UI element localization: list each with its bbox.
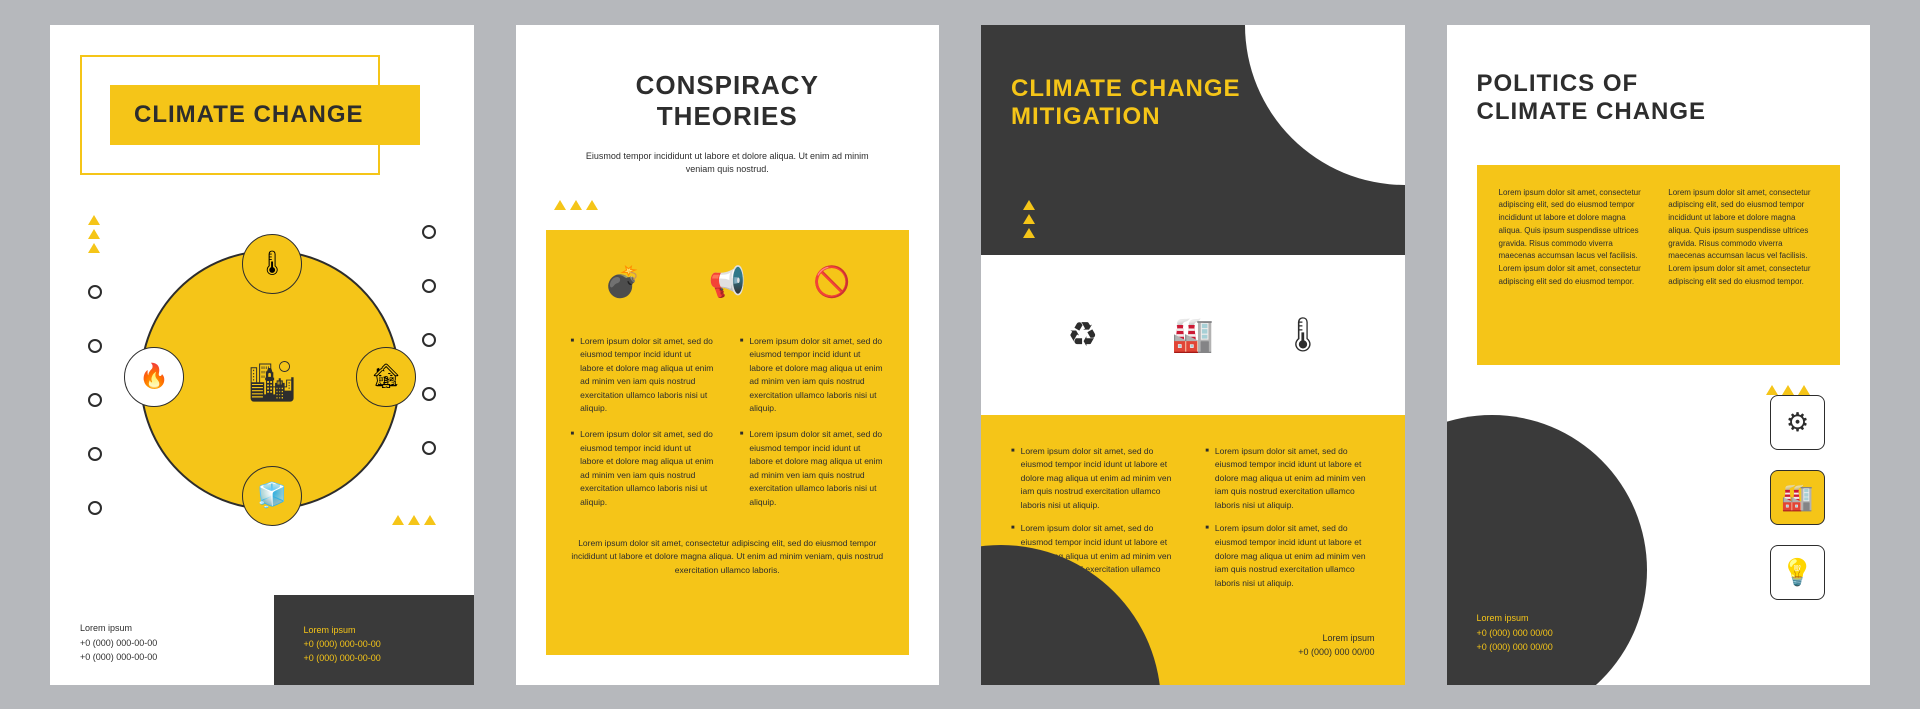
center-circle: 🌡 🔥 🏚 🧊 🏙 xyxy=(140,250,400,510)
triangle-accent xyxy=(1023,200,1035,238)
triangle-accent xyxy=(88,215,100,253)
wildfire-icon: 🔥 xyxy=(124,347,184,407)
col-right: Lorem ipsum dolor sit amet, sed do eiusm… xyxy=(1205,445,1374,601)
title-box: CLIMATE CHANGE xyxy=(110,85,420,145)
bullet-item: Lorem ipsum dolor sit amet, sed do eiusm… xyxy=(1205,522,1374,590)
bomb-globe-icon: 💣 xyxy=(595,255,650,310)
panel4-title: POLITICS OF CLIMATE CHANGE xyxy=(1477,70,1707,128)
ring-accent-right xyxy=(422,225,436,455)
footer-contact-right: Lorem ipsum +0 (000) 000-00-00 +0 (000) … xyxy=(274,595,474,685)
thermometer-globe-icon: 🌡 xyxy=(242,234,302,294)
triangle-accent xyxy=(554,200,598,210)
icon-band: ♻ 🏭 🌡 xyxy=(981,255,1405,415)
city-smog-icon: 🏙 xyxy=(237,347,307,417)
footer-contact: Lorem ipsum +0 (000) 000 00/00 +0 (000) … xyxy=(1477,611,1553,654)
contact-phone1: +0 (000) 000-00-00 xyxy=(80,636,157,650)
panel-climate-change: CLIMATE CHANGE 🌡 🔥 🏚 🧊 🏙 Lorem ipsum +0 … xyxy=(50,25,474,685)
icon-row: 💣 📢 🚫 xyxy=(571,255,885,310)
footer-contact: Lorem ipsum +0 (000) 000 00/00 xyxy=(1298,631,1374,660)
bullet-item: Lorem ipsum dolor sit amet, sed do eiusm… xyxy=(1205,445,1374,513)
title-line1: CLIMATE CHANGE xyxy=(1011,75,1241,104)
col-right: Lorem ipsum dolor sit amet, consectetur … xyxy=(1668,187,1818,343)
contact-phone1: +0 (000) 000-00-00 xyxy=(304,637,474,651)
contact-name: Lorem ipsum xyxy=(80,621,157,635)
temp-down-globe-icon: 🌡 xyxy=(1268,300,1338,370)
recycle-icon: ♻ xyxy=(1048,300,1118,370)
bullet-item: Lorem ipsum dolor sit amet, sed do eiusm… xyxy=(1011,445,1180,513)
title-line2: CLIMATE CHANGE xyxy=(1477,98,1707,127)
megaphone-protest-icon: 📢 xyxy=(700,255,755,310)
contact-phone2: +0 (000) 000 00/00 xyxy=(1477,640,1553,654)
contact-name: Lorem ipsum xyxy=(1477,611,1553,625)
bullet-item: Lorem ipsum dolor sit amet, sed do eiusm… xyxy=(571,335,715,417)
title-line1: CONSPIRACY xyxy=(516,70,940,101)
factory-co2-icon: 🏭 xyxy=(1158,300,1228,370)
icon-column: ⚙ 🏭 💡 xyxy=(1770,395,1825,600)
title-line1: POLITICS OF xyxy=(1477,70,1707,99)
no-eye-icon: 🚫 xyxy=(804,255,859,310)
yellow-text-block: Lorem ipsum dolor sit amet, consectetur … xyxy=(1477,165,1841,365)
contact-phone: +0 (000) 000 00/00 xyxy=(1298,645,1374,659)
panel-mitigation: CLIMATE CHANGE MITIGATION ♻ 🏭 🌡 Lorem ip… xyxy=(981,25,1405,685)
contact-name: Lorem ipsum xyxy=(304,623,474,637)
eco-bulb-icon: 💡 xyxy=(1770,545,1825,600)
panel-conspiracy: CONSPIRACY THEORIES Eiusmod tempor incid… xyxy=(516,25,940,685)
triangle-accent-2 xyxy=(392,515,436,525)
brochure-set: CLIMATE CHANGE 🌡 🔥 🏚 🧊 🏙 Lorem ipsum +0 … xyxy=(50,25,1870,685)
bullet-item: Lorem ipsum dolor sit amet, sed do eiusm… xyxy=(740,428,884,510)
triangle-accent xyxy=(1766,385,1810,395)
bullet-item: Lorem ipsum dolor sit amet, sed do eiusm… xyxy=(740,335,884,417)
contact-name: Lorem ipsum xyxy=(1298,631,1374,645)
iceberg-melt-icon: 🧊 xyxy=(242,466,302,526)
panel2-subtitle: Eiusmod tempor incididunt ut labore et d… xyxy=(576,150,880,177)
text-columns: Lorem ipsum dolor sit amet, sed do eiusm… xyxy=(571,335,885,522)
gear-recycle-icon: ⚙ xyxy=(1770,395,1825,450)
panel2-title: CONSPIRACY THEORIES xyxy=(516,70,940,132)
title-line2: THEORIES xyxy=(516,101,940,132)
panel-politics: POLITICS OF CLIMATE CHANGE Lorem ipsum d… xyxy=(1447,25,1871,685)
title-line2: MITIGATION xyxy=(1011,103,1241,132)
bottom-text: Lorem ipsum dolor sit amet, consectetur … xyxy=(571,537,885,578)
contact-phone1: +0 (000) 000 00/00 xyxy=(1477,626,1553,640)
factory-no-icon: 🏭 xyxy=(1770,470,1825,525)
ring-accent-left xyxy=(88,285,102,515)
col-left: Lorem ipsum dolor sit amet, sed do eiusm… xyxy=(571,335,715,522)
bullet-item: Lorem ipsum dolor sit amet, sed do eiusm… xyxy=(571,428,715,510)
panel3-title: CLIMATE CHANGE MITIGATION xyxy=(1011,75,1241,133)
col-right: Lorem ipsum dolor sit amet, sed do eiusm… xyxy=(740,335,884,522)
col-left: Lorem ipsum dolor sit amet, consectetur … xyxy=(1499,187,1649,343)
contact-phone2: +0 (000) 000-00-00 xyxy=(304,651,474,665)
footer-contact-left: Lorem ipsum +0 (000) 000-00-00 +0 (000) … xyxy=(80,621,157,664)
panel1-title: CLIMATE CHANGE xyxy=(134,101,364,129)
contact-phone2: +0 (000) 000-00-00 xyxy=(80,650,157,664)
yellow-content-block: 💣 📢 🚫 Lorem ipsum dolor sit amet, sed do… xyxy=(546,230,910,655)
house-crack-icon: 🏚 xyxy=(356,347,416,407)
